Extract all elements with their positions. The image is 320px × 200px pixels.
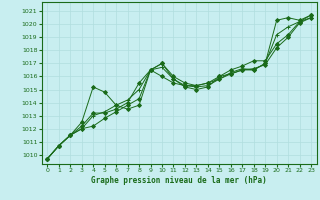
X-axis label: Graphe pression niveau de la mer (hPa): Graphe pression niveau de la mer (hPa) — [91, 176, 267, 185]
